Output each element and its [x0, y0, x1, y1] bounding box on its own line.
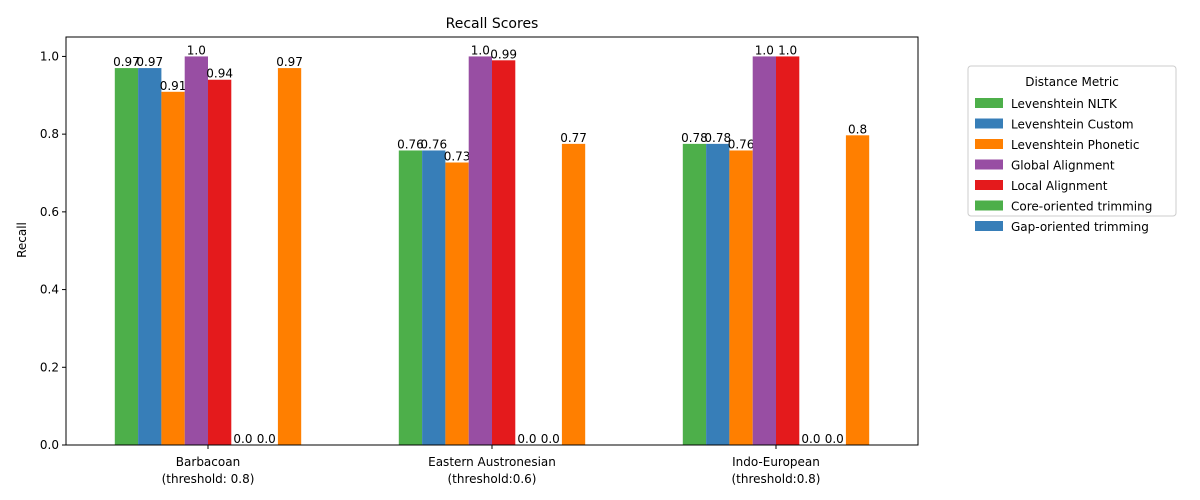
- legend-label: Local Alignment: [1011, 179, 1108, 193]
- data-label: 0.97: [276, 55, 303, 69]
- legend-label: Global Alignment: [1011, 159, 1115, 173]
- chart-title: Recall Scores: [446, 16, 539, 32]
- data-label: 0.78: [681, 131, 708, 145]
- bar: [138, 68, 162, 445]
- y-tick-label: 0.6: [40, 205, 59, 219]
- data-label: 0.77: [560, 131, 587, 145]
- legend-title: Distance Metric: [1025, 75, 1119, 89]
- legend-swatch: [975, 159, 1003, 170]
- bar: [845, 135, 870, 445]
- data-label: 0.0: [801, 432, 820, 446]
- data-label: 0.0: [825, 432, 844, 446]
- legend-label: Levenshtein NLTK: [1011, 97, 1118, 111]
- data-label: 0.76: [728, 137, 755, 151]
- data-label: 1.0: [778, 43, 797, 57]
- data-label: 0.97: [136, 55, 163, 69]
- bar: [682, 143, 707, 445]
- legend-swatch: [975, 98, 1003, 108]
- y-tick-label: 0.2: [40, 360, 59, 374]
- bar: [492, 60, 516, 446]
- bar: [561, 143, 586, 445]
- legend-frame: [967, 65, 1177, 217]
- bar: [398, 150, 423, 445]
- bar: [277, 68, 302, 445]
- data-label: 0.0: [257, 432, 276, 446]
- data-label: 0.97: [113, 55, 140, 69]
- y-axis-label: Recall: [15, 222, 29, 258]
- data-label: 0.94: [206, 67, 233, 81]
- data-label: 1.0: [187, 43, 206, 57]
- legend-label: Core-oriented trimming: [1011, 200, 1152, 214]
- y-tick-label: 0.8: [40, 127, 59, 141]
- data-label: 1.0: [471, 43, 490, 57]
- data-label: 0.76: [397, 137, 424, 151]
- plot-area: 0.970.76 0.780.970.76 0.780.910.730.761.0 1…: [40, 36, 919, 486]
- legend-swatch: [975, 139, 1003, 149]
- data-label: 0.8: [848, 122, 867, 136]
- x-tick-label: Indo-European (threshold:0.8): [731, 455, 820, 486]
- data-label: 0.0: [541, 432, 560, 446]
- data-label: 1.0: [755, 43, 774, 57]
- legend-swatch: [975, 118, 1003, 129]
- bar: [422, 150, 446, 445]
- bar: [161, 91, 185, 445]
- data-label: 0.0: [517, 432, 536, 446]
- legend-label: Levenshtein Phonetic: [1011, 138, 1139, 152]
- data-label: 0.73: [444, 150, 471, 164]
- bar: [776, 56, 800, 446]
- x-tick-label: Eastern Austronesian (threshold:0.6): [428, 455, 556, 486]
- bar: [184, 56, 208, 446]
- y-tick-label: 0.4: [40, 283, 59, 297]
- y-tick-label: 0.0: [40, 438, 59, 452]
- legend-swatch: [975, 221, 1003, 231]
- data-label: 0.78: [704, 131, 731, 145]
- legend: Distance Metric Levenshtein NLTK Levensht…: [967, 65, 1177, 234]
- legend-swatch: [975, 180, 1003, 190]
- bar: [729, 150, 753, 445]
- legend-swatch: [975, 200, 1003, 211]
- bar: [752, 56, 776, 446]
- bar: [445, 162, 469, 445]
- data-label: 0.91: [160, 79, 187, 93]
- bar: [468, 56, 492, 446]
- x-tick-label: Barbacoan (threshold: 0.8): [162, 455, 255, 486]
- legend-label: Gap-oriented trimming: [1011, 220, 1149, 234]
- data-label: 0.76: [420, 137, 447, 151]
- data-label: 0.99: [490, 47, 517, 61]
- bar: [208, 79, 232, 445]
- y-tick-label: 1.0: [40, 49, 59, 63]
- bar: [706, 143, 730, 445]
- bar: [114, 68, 139, 445]
- data-label: 0.0: [233, 432, 252, 446]
- legend-label: Levenshtein Custom: [1011, 118, 1134, 132]
